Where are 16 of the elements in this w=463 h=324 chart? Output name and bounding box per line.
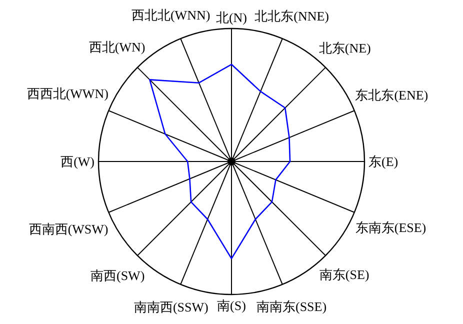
spoke-label: 西北(WN): [88, 40, 146, 55]
spoke-label: 南南西(SSW): [134, 300, 208, 315]
spoke-label: 南东(SE): [319, 266, 370, 282]
spoke-label: 西西北(WWN): [26, 86, 108, 102]
spoke-label: 北(N): [216, 10, 248, 25]
spoke-label: 南西(SW): [90, 268, 145, 283]
spoke-label: 西南西(WSW): [28, 221, 108, 236]
spoke-label: 东北东(ENE): [355, 88, 428, 103]
spoke-label: 南南东(SSE): [256, 298, 327, 314]
spoke-label: 东(E): [368, 154, 398, 169]
spoke-label: 北东(NE): [318, 40, 371, 56]
spoke-label: 东南东(ESE): [355, 220, 426, 235]
spoke-label: 南(S): [217, 298, 246, 313]
spoke-label: 西北北(WNN): [131, 8, 210, 23]
spoke-label: 西(W): [60, 154, 94, 169]
spoke-label: 北北东(NNE): [254, 8, 330, 24]
